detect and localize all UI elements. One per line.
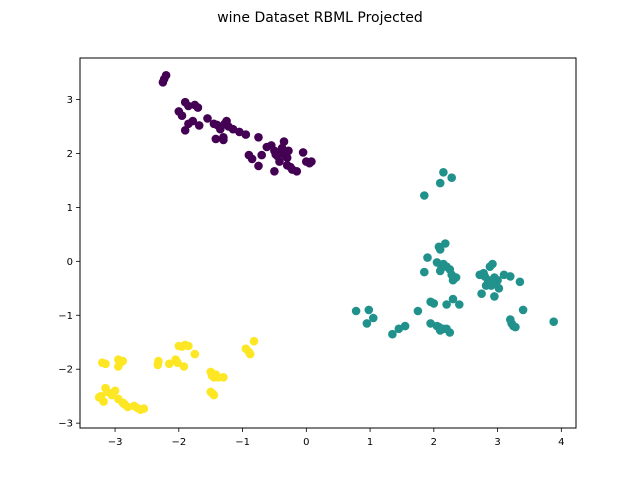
y-tick-label: −2	[58, 365, 73, 376]
data-point	[511, 322, 520, 332]
y-tick-label: −1	[58, 311, 73, 322]
data-point	[292, 167, 302, 176]
data-point	[364, 305, 374, 315]
data-point	[488, 259, 497, 269]
data-point	[437, 263, 446, 273]
x-tick-label: −2	[171, 437, 186, 448]
data-point	[426, 297, 435, 307]
plot-frame	[79, 57, 577, 429]
data-point	[114, 362, 123, 371]
data-point	[448, 294, 458, 304]
data-point	[177, 111, 187, 120]
data-point	[490, 292, 499, 301]
data-point	[173, 358, 182, 368]
y-tick-label: 1	[67, 203, 73, 214]
data-point	[435, 245, 445, 254]
data-point	[351, 306, 361, 316]
x-tick-label: −3	[108, 437, 123, 448]
data-point	[158, 78, 168, 87]
data-point	[279, 137, 289, 146]
data-point	[441, 239, 450, 248]
data-point	[298, 148, 308, 157]
data-points	[94, 71, 558, 415]
data-point	[481, 281, 491, 290]
data-point	[282, 153, 292, 163]
data-point	[101, 359, 110, 369]
data-point	[284, 146, 293, 156]
data-point	[434, 322, 444, 332]
data-point	[388, 329, 397, 339]
data-point	[493, 275, 502, 285]
data-point	[110, 386, 120, 396]
data-point	[447, 173, 457, 182]
data-point	[369, 313, 378, 323]
x-tick-label: 0	[303, 437, 309, 448]
data-point	[208, 389, 217, 398]
data-point	[455, 300, 464, 309]
data-point	[254, 133, 263, 142]
data-point	[184, 119, 193, 129]
data-point	[400, 321, 410, 331]
x-tick-label: 3	[494, 437, 500, 448]
data-point	[362, 319, 372, 328]
data-point	[549, 317, 558, 327]
data-point	[123, 402, 133, 412]
x-axis: −3 −2 −1 0 1 2 3 4	[108, 428, 565, 448]
data-point	[190, 349, 200, 359]
data-point	[184, 341, 193, 351]
data-point	[203, 114, 212, 123]
data-point	[423, 253, 432, 262]
data-point	[439, 168, 448, 177]
data-point	[184, 101, 193, 111]
data-point	[477, 289, 486, 299]
x-tick-label: 1	[367, 437, 373, 448]
y-axis: −3 −2 −1 0 1 2 3	[58, 95, 80, 430]
data-point	[219, 373, 228, 382]
data-point	[270, 167, 279, 176]
data-point	[211, 134, 221, 144]
data-point	[445, 328, 455, 337]
data-point	[420, 191, 429, 200]
data-point	[153, 360, 163, 370]
y-tick-label: −3	[58, 419, 73, 430]
x-tick-label: 2	[431, 437, 437, 448]
y-tick-label: 2	[67, 149, 73, 160]
data-point	[307, 157, 316, 166]
data-point	[413, 306, 423, 316]
data-point	[179, 362, 189, 371]
data-point	[420, 267, 429, 277]
chart-title: wine Dataset RBML Projected	[217, 10, 423, 26]
x-tick-label: 4	[558, 437, 564, 448]
data-point	[165, 359, 174, 369]
data-point	[494, 284, 504, 293]
data-point	[518, 305, 528, 315]
data-point	[254, 161, 263, 171]
x-tick-label: −1	[235, 437, 250, 448]
data-point	[219, 135, 228, 145]
y-tick-label: 3	[67, 95, 73, 106]
data-point	[442, 300, 451, 309]
y-tick-label: 0	[67, 257, 73, 268]
data-point	[241, 130, 251, 139]
data-point	[94, 393, 104, 402]
data-point	[247, 154, 257, 164]
data-point	[435, 178, 445, 188]
data-point	[506, 272, 515, 281]
data-point	[139, 404, 149, 413]
data-point	[515, 277, 525, 287]
data-point	[193, 103, 203, 112]
data-point	[451, 273, 461, 282]
data-point	[194, 121, 204, 130]
data-point	[245, 349, 255, 359]
data-point	[275, 157, 284, 166]
data-point	[249, 336, 259, 346]
data-point	[180, 126, 190, 135]
data-point	[257, 150, 267, 160]
data-point	[276, 149, 286, 158]
